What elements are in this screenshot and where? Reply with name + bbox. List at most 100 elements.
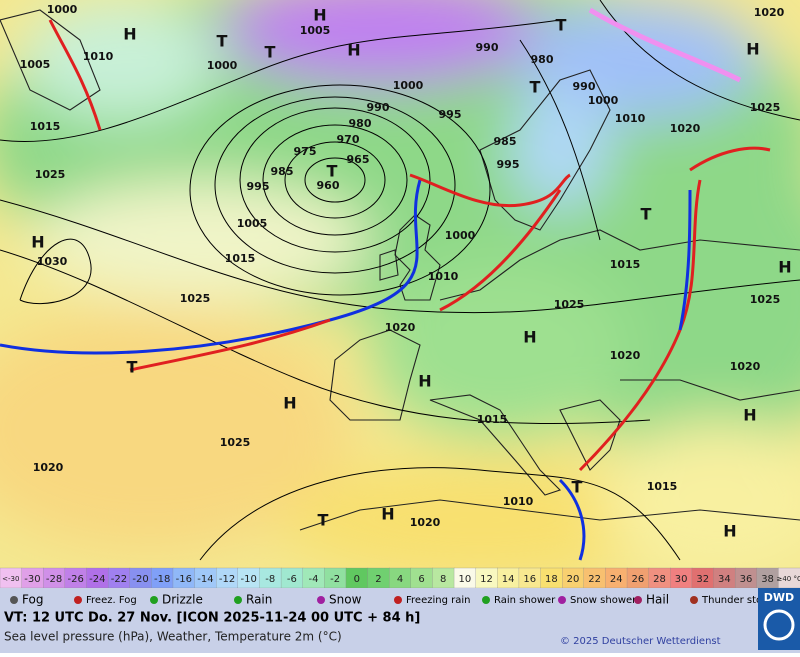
scale-label: 0 [354, 574, 360, 585]
isobar-label: 1010 [428, 270, 459, 283]
fronts [0, 7, 771, 561]
scale-label: -22 [111, 574, 127, 585]
scale-label: -14 [197, 574, 213, 585]
isobar-label: 1005 [20, 58, 51, 71]
scale-label: 34 [718, 574, 731, 585]
scale-label: -28 [46, 574, 62, 585]
scale-label: 4 [397, 574, 403, 585]
legend-label: Hail [646, 593, 669, 607]
legend-icon [10, 596, 18, 604]
isobar-label: 1020 [610, 349, 641, 362]
isobar-label: 1010 [503, 495, 534, 508]
isobar-label: 990 [367, 101, 390, 114]
pressure-center: H [746, 40, 759, 59]
dwd-logo-text: DWD [764, 591, 794, 604]
scale-label: 16 [523, 574, 536, 585]
temperature-scale: <-30 -30 -28 -26 -24 -22 -20 -18 -16 -14 -12 -10 -8-… [0, 567, 800, 589]
dwd-logo-mark [763, 609, 795, 641]
isobar-label: 1020 [410, 516, 441, 529]
isobar-label: 1015 [477, 413, 508, 426]
scale-label: 32 [696, 574, 709, 585]
isobar-label: 1010 [615, 112, 646, 125]
isobar-label: 960 [317, 179, 340, 192]
scale-label: 30 [675, 574, 688, 585]
isobar-label: 1000 [588, 94, 619, 107]
scale-label: -30 [24, 574, 40, 585]
legend-icon [482, 596, 490, 604]
scale-label: <-30 [2, 575, 19, 583]
pressure-center: T [530, 78, 541, 97]
scale-label: -10 [240, 574, 256, 585]
pressure-center: H [723, 522, 736, 541]
legend-label: Freez. Fog [86, 595, 137, 606]
pressure-center: H [418, 372, 431, 391]
pressure-center: T [217, 32, 228, 51]
pressure-center: T [327, 162, 338, 181]
pressure-center: T [641, 205, 652, 224]
scale-label: -12 [219, 574, 235, 585]
scale-label: -18 [154, 574, 170, 585]
pressure-center: H [31, 233, 44, 252]
legend-icon [150, 596, 158, 604]
scale-label: -24 [89, 574, 105, 585]
isobar-label: 995 [439, 108, 462, 121]
legend-label: Rain [246, 593, 272, 607]
legend-icon [394, 596, 402, 604]
isobar-label: 990 [573, 80, 596, 93]
isobar-label: 1025 [750, 293, 781, 306]
isobar-label: 1000 [207, 59, 238, 72]
isobar-label: 1000 [445, 229, 476, 242]
scale-label: 12 [480, 574, 493, 585]
scale-label: -26 [68, 574, 84, 585]
isobar-label: 1025 [220, 436, 251, 449]
scale-label: 6 [418, 574, 424, 585]
legend-label: Snow [329, 593, 362, 607]
pressure-center: T [556, 16, 567, 35]
scale-label: 22 [588, 574, 601, 585]
legend-label: Drizzle [162, 593, 203, 607]
isobar-label: 980 [349, 117, 372, 130]
isobar-label: 1020 [754, 6, 785, 19]
legend-label: Thunder storm [701, 595, 776, 606]
temperature-field [0, 0, 800, 568]
scale-label: 38 [761, 574, 774, 585]
scale-label: -16 [176, 574, 192, 585]
legend-icon [74, 596, 82, 604]
isobar-label: 1030 [37, 255, 68, 268]
scale-label: 36 [740, 574, 753, 585]
scale-label: 8 [440, 574, 446, 585]
isobar-label: 1020 [385, 321, 416, 334]
pressure-center: T [318, 511, 329, 530]
isobar-label: 1025 [750, 101, 781, 114]
scale-label: -6 [287, 574, 297, 585]
scale-label: 26 [631, 574, 644, 585]
legend-label: Snow shower [570, 595, 637, 606]
isobar-label: 970 [337, 133, 360, 146]
isobar-label: 1000 [47, 3, 78, 16]
scale-label: 20 [567, 574, 580, 585]
pressure-center: T [572, 478, 583, 497]
scale-label: 28 [653, 574, 666, 585]
isobar-label: 965 [347, 153, 370, 166]
isobar-label: 1025 [180, 292, 211, 305]
pressure-labels: 1000 H 1010 1005 1015 1025 H 1030 1025 1015 1005 99… [20, 3, 792, 541]
pressure-center: T [265, 43, 276, 62]
pressure-center: H [123, 25, 136, 44]
legend-icon [690, 596, 698, 604]
legend-icon [234, 596, 242, 604]
pressure-center: H [778, 258, 791, 277]
coastlines [0, 9, 800, 531]
legend-icon [317, 596, 325, 604]
isobar-label: 975 [294, 145, 317, 158]
copyright: © 2025 Deutscher Wetterdienst [560, 636, 721, 647]
isobar-label: 1015 [610, 258, 641, 271]
scale-label: ≥40 °C [776, 575, 800, 583]
isobar-label: 1020 [670, 122, 701, 135]
isobar-label: 985 [494, 135, 517, 148]
scale-label: 10 [458, 574, 471, 585]
scale-label: 18 [545, 574, 558, 585]
legend-icon [558, 596, 566, 604]
isobar-label: 980 [531, 53, 554, 66]
isobar-label: 995 [247, 180, 270, 193]
